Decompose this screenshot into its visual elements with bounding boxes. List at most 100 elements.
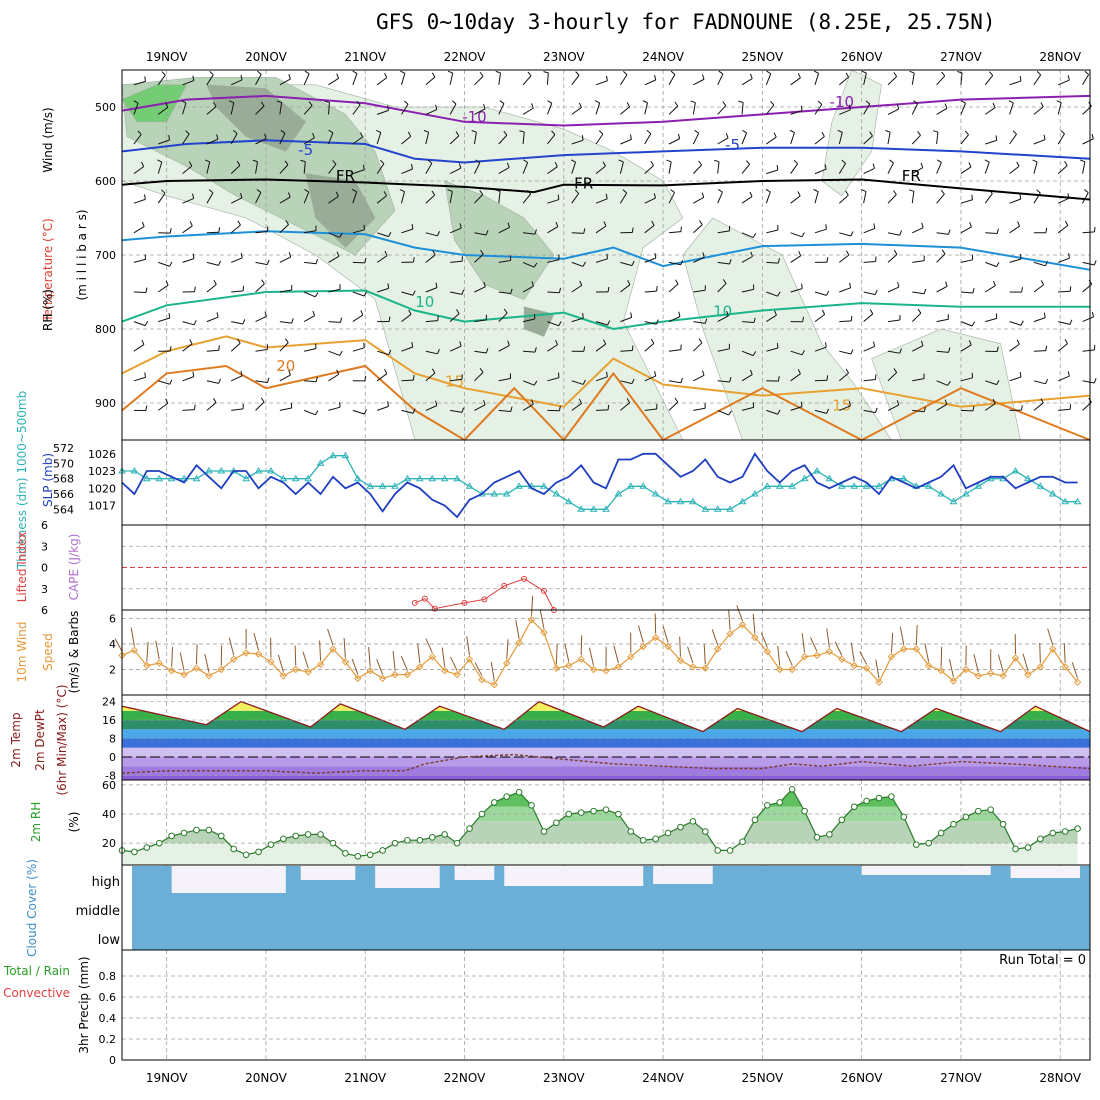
wind-barb-flag: [893, 249, 898, 255]
thickness-point: [192, 474, 201, 482]
wind-barb-flag: [848, 400, 851, 406]
rh-point: [1037, 835, 1044, 843]
thickness-point: [391, 482, 399, 489]
wind-barb-flag: [510, 406, 513, 412]
wind-barb: [571, 380, 584, 385]
wind-barb: [620, 349, 633, 352]
wind-barb-flag: [288, 370, 291, 376]
wind-barb: [984, 403, 996, 411]
date-label-top: 27NOV: [940, 50, 982, 64]
wind-barb: [887, 76, 898, 86]
wind-barb: [425, 132, 430, 145]
thickness-point: [589, 505, 598, 512]
wind-barb: [498, 291, 511, 295]
wind-barb-flag: [722, 101, 727, 106]
temperature-contour--5: [121, 139, 1091, 164]
date-label-top: 24NOV: [642, 50, 684, 64]
wind-barb-flag: [471, 130, 477, 133]
wind-barb-flag: [631, 345, 634, 351]
wind-barb-flag: [431, 190, 436, 196]
wind-barb-flag: [376, 129, 381, 133]
wind-barb: [814, 191, 819, 204]
wind-speed-point: [304, 668, 312, 676]
wind-barb-10m: [466, 636, 470, 656]
wind-barb: [523, 350, 536, 353]
wind-barb-10m: [450, 656, 458, 671]
wind-barb: [522, 162, 529, 174]
wind-barb: [936, 107, 948, 115]
wind-barb: [328, 163, 337, 174]
thickness-point: [180, 474, 188, 482]
wind-barb-flag: [1064, 220, 1069, 226]
cloud-clear-high: [171, 866, 286, 893]
wind-barb: [157, 162, 163, 174]
wind-barb: [620, 138, 632, 145]
rh-point: [342, 850, 349, 857]
wind-barb-flag: [388, 316, 391, 322]
wind-barb-flag: [252, 159, 258, 163]
wind-barb-flag: [725, 133, 729, 139]
wind-barb: [887, 319, 900, 323]
date-label-bottom: 21NOV: [344, 1071, 386, 1085]
wind-barb: [863, 167, 875, 175]
rh-point: [900, 813, 908, 821]
wind-barb-flag: [825, 224, 827, 230]
wind-barb-flag: [607, 320, 611, 326]
wind-barb: [474, 404, 486, 411]
wind-barb-flag: [169, 379, 173, 385]
wind-barbs: [133, 70, 1097, 416]
wind-barb-flag: [387, 401, 389, 407]
thickness-point: [378, 482, 387, 489]
wind-barb: [182, 343, 193, 352]
rh-point: [615, 810, 622, 818]
wind-barb-10m: [531, 595, 534, 616]
pressure-tick: 900: [95, 397, 116, 410]
wind-barb-flag: [598, 130, 604, 135]
thickness-point: [242, 474, 250, 482]
wind-barb: [255, 192, 262, 204]
wind-barb-flag: [749, 191, 753, 197]
wind-barb: [668, 74, 676, 86]
wind-barb: [912, 227, 924, 234]
wind-barb-flag: [359, 132, 364, 138]
upper-panel-label: (m i l l i b a r s): [75, 209, 89, 300]
wind-barb: [376, 255, 388, 263]
wind-barb: [522, 403, 534, 411]
wind-barb-flag: [690, 100, 696, 104]
wind-barb-flag: [266, 259, 270, 265]
rh-point: [267, 841, 275, 848]
wind-barb-flag: [213, 279, 217, 285]
wind-barb: [790, 110, 803, 115]
wind-barb-flag: [582, 379, 586, 385]
rh-point: [304, 831, 312, 838]
wind-speed-point: [565, 661, 573, 670]
wind-barb-flag: [933, 130, 939, 133]
cloud-clear-high: [504, 866, 644, 886]
thickness-point: [738, 497, 747, 505]
wind-barb-flag: [674, 279, 679, 285]
wind-barb-flag: [885, 130, 891, 133]
wind-speed-point: [192, 664, 201, 672]
wind-barb: [352, 314, 364, 323]
wind-barb-flag: [554, 162, 558, 168]
wind-barb: [449, 135, 460, 145]
wind-barb: [1082, 192, 1089, 204]
wind-barb: [1033, 350, 1046, 352]
wind-barb-flag: [631, 227, 634, 233]
rh-bands: [122, 789, 1078, 865]
wind-barb: [912, 345, 924, 352]
thickness-point: [775, 482, 784, 489]
wind-barb-flag: [188, 161, 193, 167]
wind-barb: [644, 102, 648, 115]
wind-barb: [839, 350, 852, 355]
wind-barb: [863, 191, 867, 204]
wind-barb-flag: [996, 346, 999, 352]
wind-speed-point: [738, 621, 747, 629]
wind-barb: [717, 261, 730, 265]
wind-barb: [206, 402, 217, 411]
thickness-point: [639, 482, 648, 489]
thickness-point: [205, 467, 213, 474]
rh-point: [689, 818, 697, 825]
wind-barb: [717, 105, 727, 115]
wind-barb: [1033, 74, 1042, 86]
